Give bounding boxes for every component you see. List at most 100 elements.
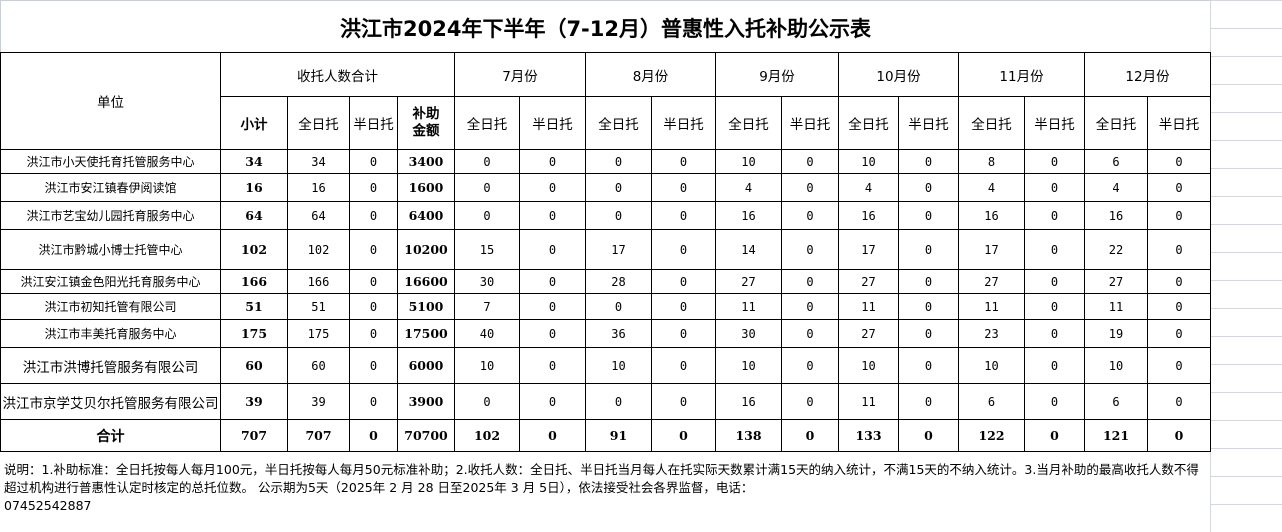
- spreadsheet-gridlines: [1210, 0, 1282, 532]
- month-half-day-cell: 0: [1147, 149, 1211, 174]
- unit-name: 洪江市初知托管有限公司: [0, 293, 221, 320]
- half-day-cell: 0: [349, 319, 398, 348]
- month-half-day-cell: 0: [1024, 347, 1085, 384]
- page-title: 洪江市2024年下半年（7-12月）普惠性入托补助公示表: [0, 0, 1210, 52]
- month-full-day-cell: 27: [838, 319, 899, 348]
- month-full-day-cell: 4: [1084, 173, 1148, 202]
- month-full-day-cell: 27: [715, 269, 782, 294]
- month-half-day-cell: 0: [1147, 269, 1211, 294]
- full-day-cell: 16: [287, 173, 350, 202]
- month-full-day-cell: 0: [454, 201, 520, 230]
- month-half-day-cell: 0: [898, 149, 959, 174]
- unit-name: 洪江市安江镇春伊阅读馆: [0, 173, 221, 202]
- month-half-day-cell: 0: [519, 269, 586, 294]
- header-month-half-day: 半日托: [519, 96, 586, 150]
- full-day-cell: 166: [287, 269, 350, 294]
- month-full-day-cell: 30: [715, 319, 782, 348]
- month-full-day-cell: 28: [585, 269, 652, 294]
- table-row: 洪江市丰美托育服务中心 175 175 0 17500 40 0 36 0 30 0 27 0 23 0 19…: [0, 319, 1211, 348]
- month-half-day-cell: 0: [651, 269, 716, 294]
- month-full-day-cell: 17: [585, 229, 652, 270]
- month-full-day-cell: 11: [838, 383, 899, 420]
- header-month-12: 12月份: [1084, 52, 1211, 97]
- total-month-full-day: 122: [958, 419, 1025, 452]
- full-day-cell: 64: [287, 201, 350, 230]
- month-full-day-cell: 7: [454, 293, 520, 320]
- month-half-day-cell: 0: [651, 383, 716, 420]
- month-full-day-cell: 0: [585, 149, 652, 174]
- full-day-cell: 60: [287, 347, 350, 384]
- half-day-cell: 0: [349, 201, 398, 230]
- month-half-day-cell: 0: [781, 347, 839, 384]
- header-half-day: 半日托: [349, 96, 398, 150]
- month-half-day-cell: 0: [651, 319, 716, 348]
- month-half-day-cell: 0: [519, 347, 586, 384]
- header-subtotal: 小计: [220, 96, 288, 150]
- month-half-day-cell: 0: [781, 173, 839, 202]
- month-half-day-cell: 0: [519, 383, 586, 420]
- header-month-half-day: 半日托: [781, 96, 839, 150]
- unit-name: 洪江市京学艾贝尔托管服务有限公司: [0, 383, 221, 420]
- month-half-day-cell: 0: [1147, 173, 1211, 202]
- subtotal-cell: 39: [220, 383, 288, 420]
- header-month-11: 11月份: [958, 52, 1085, 97]
- month-half-day-cell: 0: [1147, 229, 1211, 270]
- month-full-day-cell: 11: [838, 293, 899, 320]
- month-half-day-cell: 0: [651, 347, 716, 384]
- month-half-day-cell: 0: [651, 149, 716, 174]
- unit-name: 洪江市黔城小博士托管中心: [0, 229, 221, 270]
- footer-note-text: 说明：1.补助标准：全日托按每人每月100元，半日托按每人每月50元标准补助；2…: [4, 462, 1199, 495]
- month-full-day-cell: 0: [585, 173, 652, 202]
- month-full-day-cell: 23: [958, 319, 1025, 348]
- month-full-day-cell: 11: [958, 293, 1025, 320]
- unit-name: 洪江安江镇金色阳光托育服务中心: [0, 269, 221, 294]
- month-full-day-cell: 4: [958, 173, 1025, 202]
- month-half-day-cell: 0: [1147, 347, 1211, 384]
- month-half-day-cell: 0: [519, 319, 586, 348]
- header-month-half-day: 半日托: [898, 96, 959, 150]
- table-row: 洪江市京学艾贝尔托管服务有限公司 39 39 0 3900 0 0 0 0 16 0 11 0 6 0 6 0: [0, 383, 1211, 420]
- amount-cell: 3900: [397, 383, 455, 420]
- total-month-full-day: 102: [454, 419, 520, 452]
- month-half-day-cell: 0: [519, 149, 586, 174]
- total-month-full-day: 138: [715, 419, 782, 452]
- month-full-day-cell: 16: [838, 201, 899, 230]
- month-full-day-cell: 27: [1084, 269, 1148, 294]
- month-half-day-cell: 0: [651, 229, 716, 270]
- amount-cell: 16600: [397, 269, 455, 294]
- month-half-day-cell: 0: [898, 229, 959, 270]
- header-month-full-day: 全日托: [838, 96, 899, 150]
- month-half-day-cell: 0: [781, 319, 839, 348]
- unit-name: 洪江市小天使托育托管服务中心: [0, 149, 221, 174]
- month-half-day-cell: 0: [1147, 319, 1211, 348]
- table-row: 洪江市洪博托管服务有限公司 60 60 0 6000 10 0 10 0 10 0 10 0 10 0 10 0: [0, 347, 1211, 384]
- amount-cell: 6400: [397, 201, 455, 230]
- total-subtotal: 707: [220, 419, 288, 452]
- month-full-day-cell: 30: [454, 269, 520, 294]
- month-half-day-cell: 0: [1024, 269, 1085, 294]
- month-full-day-cell: 15: [454, 229, 520, 270]
- table-row: 洪江安江镇金色阳光托育服务中心 166 166 0 16600 30 0 28 0 27 0 27 0 2…: [0, 269, 1211, 294]
- month-half-day-cell: 0: [781, 149, 839, 174]
- total-month-half-day: 0: [898, 419, 959, 452]
- amount-cell: 1600: [397, 173, 455, 202]
- month-half-day-cell: 0: [898, 269, 959, 294]
- month-half-day-cell: 0: [781, 269, 839, 294]
- month-half-day-cell: 0: [1147, 383, 1211, 420]
- month-half-day-cell: 0: [1024, 319, 1085, 348]
- amount-cell: 6000: [397, 347, 455, 384]
- header-month-7: 7月份: [454, 52, 586, 97]
- header-month-full-day: 全日托: [1084, 96, 1148, 150]
- amount-cell: 3400: [397, 149, 455, 174]
- subtotal-cell: 34: [220, 149, 288, 174]
- month-full-day-cell: 16: [1084, 201, 1148, 230]
- header-month-full-day: 全日托: [585, 96, 652, 150]
- footer-phone: 07452542887: [4, 498, 92, 513]
- amount-cell: 17500: [397, 319, 455, 348]
- month-full-day-cell: 10: [585, 347, 652, 384]
- month-full-day-cell: 10: [838, 347, 899, 384]
- month-full-day-cell: 27: [838, 269, 899, 294]
- half-day-cell: 0: [349, 173, 398, 202]
- subtotal-cell: 51: [220, 293, 288, 320]
- month-full-day-cell: 17: [838, 229, 899, 270]
